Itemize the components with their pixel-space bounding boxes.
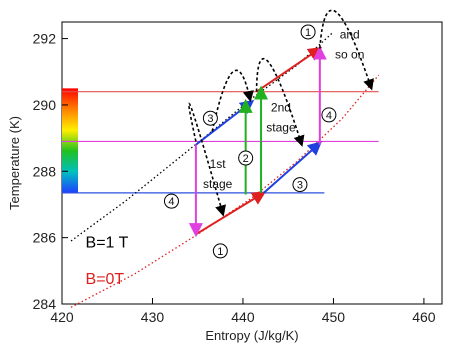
segment-step-3-3 <box>263 141 322 194</box>
annotation-text: so on <box>335 47 364 61</box>
field-label-b0: B=0T <box>86 271 125 288</box>
step-marker-2-1: 2 <box>238 150 254 166</box>
step-marker-circle <box>202 110 218 126</box>
field-label-b1: B=1 T <box>86 235 129 252</box>
transfer-arc-1 <box>188 102 226 217</box>
annotation-text: stage <box>266 120 296 134</box>
y-tick-label: 292 <box>33 31 57 47</box>
x-tick-label: 440 <box>231 309 255 325</box>
y-tick-label: 288 <box>33 163 57 179</box>
transfer-arc-2 <box>255 58 305 147</box>
step-marker-4-1: 4 <box>163 193 179 209</box>
step-marker-label: 1 <box>305 27 311 39</box>
x-tick-label: 430 <box>141 309 165 325</box>
axis-ticks: 420 430 440 450 460 284 286 288 290 292 <box>33 31 436 325</box>
step-marker-circle <box>212 243 228 259</box>
entropy-curves <box>70 31 380 308</box>
step-marker-circle <box>300 24 316 40</box>
x-tick-label: 420 <box>50 309 74 325</box>
temperature-color-bar <box>62 88 78 193</box>
segment-step-3-4 <box>195 99 255 146</box>
x-tick-label: 450 <box>322 309 346 325</box>
curve-b0 <box>70 74 380 308</box>
annotation-text: and <box>340 28 360 42</box>
step-marker-3-1: 3 <box>202 110 218 126</box>
transfer-arcs <box>188 9 374 217</box>
step-marker-label: 4 <box>168 196 174 208</box>
step-marker-label: 4 <box>326 110 332 122</box>
annotations: 1st stage 2nd stage and so on B=1 T B=0T <box>86 28 365 289</box>
step-marker-label: 3 <box>207 113 213 125</box>
transfer-arc-3 <box>319 9 374 91</box>
curve-b1 <box>70 31 334 242</box>
step-marker-label: 1 <box>217 246 223 258</box>
step-marker-circle <box>292 177 308 193</box>
x-tick-label: 460 <box>412 309 436 325</box>
segment-step-1-2 <box>255 46 323 93</box>
temperature-levels <box>62 91 379 194</box>
y-axis-title: Temperature (K) <box>7 116 22 210</box>
step-marker-circle <box>321 107 337 123</box>
y-tick-label: 286 <box>33 230 57 246</box>
y-tick-label: 290 <box>33 97 57 113</box>
step-marker-1-2: 1 <box>300 24 316 40</box>
step-marker-3-2: 3 <box>292 177 308 193</box>
plot-area-frame <box>61 21 443 305</box>
step-marker-label: 2 <box>243 153 249 165</box>
y-tick-label: 284 <box>33 296 57 312</box>
step-marker-1-1: 1 <box>212 243 228 259</box>
step-marker-label: 3 <box>297 180 303 192</box>
step-markers: 1 1 2 3 3 4 4 <box>163 24 337 259</box>
temperature-gradient-swatch <box>62 88 78 193</box>
cycle-segments <box>188 45 327 238</box>
annotation-text: 2nd <box>271 101 291 115</box>
annotation-text: stage <box>203 177 233 191</box>
step-marker-circle <box>238 150 254 166</box>
x-axis-title: Entropy (J/kg/K) <box>205 328 298 343</box>
annotation-text: 1st <box>210 157 227 171</box>
step-marker-circle <box>163 193 179 209</box>
step-marker-4-2: 4 <box>321 107 337 123</box>
segment-step-1-1 <box>195 191 267 236</box>
transfer-arc-4 <box>211 69 254 132</box>
